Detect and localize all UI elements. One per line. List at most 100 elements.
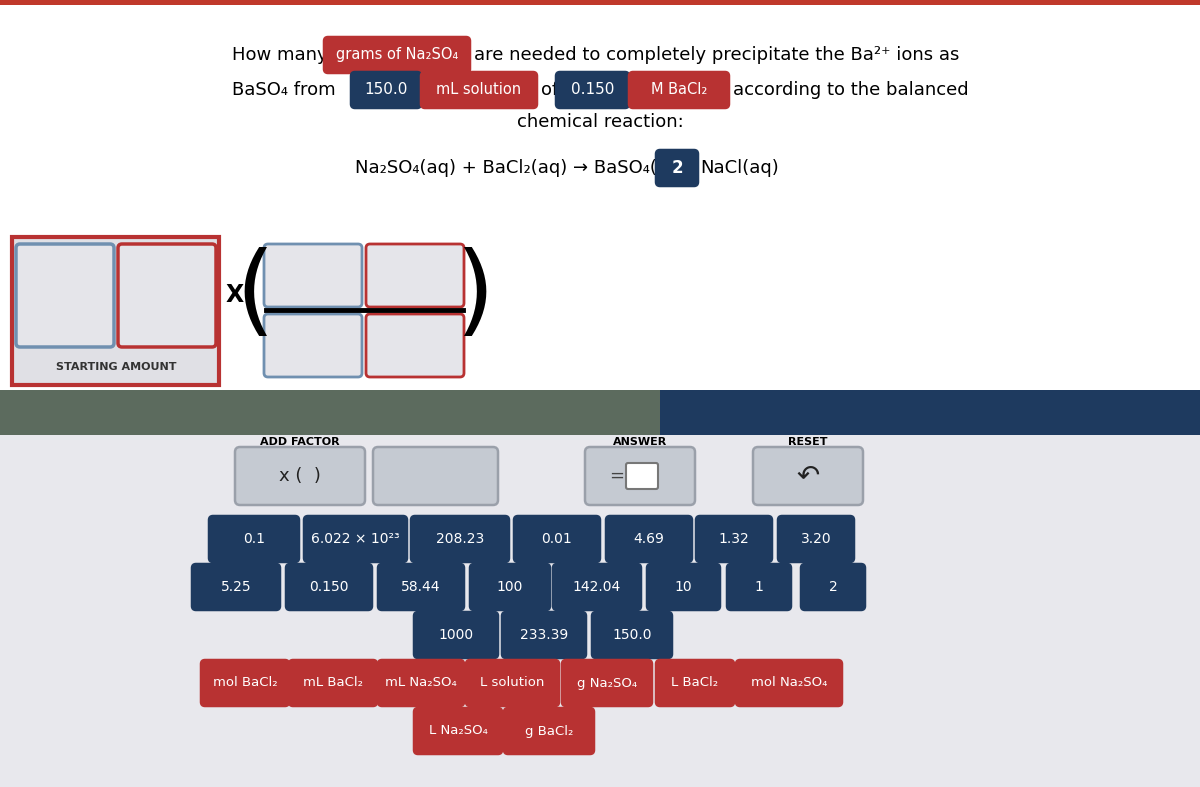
Text: L solution: L solution — [480, 677, 545, 689]
Text: 4.69: 4.69 — [634, 532, 665, 546]
Text: NaCl(aq): NaCl(aq) — [700, 159, 779, 177]
FancyBboxPatch shape — [286, 564, 372, 610]
Text: grams of Na₂SO₄: grams of Na₂SO₄ — [336, 47, 458, 62]
Text: mL Na₂SO₄: mL Na₂SO₄ — [385, 677, 457, 689]
Text: (: ( — [235, 246, 275, 343]
FancyBboxPatch shape — [192, 564, 280, 610]
FancyBboxPatch shape — [606, 516, 692, 562]
FancyBboxPatch shape — [118, 244, 216, 347]
Text: ): ) — [456, 246, 494, 343]
Text: 1000: 1000 — [438, 628, 474, 642]
Text: 150.0: 150.0 — [612, 628, 652, 642]
FancyBboxPatch shape — [414, 612, 498, 658]
FancyBboxPatch shape — [556, 72, 629, 108]
Text: ↶: ↶ — [797, 462, 820, 490]
FancyBboxPatch shape — [366, 244, 464, 307]
Text: ADD FACTOR: ADD FACTOR — [260, 437, 340, 447]
FancyBboxPatch shape — [696, 516, 772, 562]
FancyBboxPatch shape — [553, 564, 641, 610]
FancyBboxPatch shape — [629, 72, 730, 108]
Text: 0.150: 0.150 — [310, 580, 349, 594]
FancyBboxPatch shape — [0, 0, 1200, 5]
Text: 233.39: 233.39 — [520, 628, 568, 642]
FancyBboxPatch shape — [16, 244, 114, 347]
FancyBboxPatch shape — [421, 72, 538, 108]
Text: 0.1: 0.1 — [242, 532, 265, 546]
Text: 2: 2 — [671, 159, 683, 177]
Text: g BaCl₂: g BaCl₂ — [524, 725, 574, 737]
FancyBboxPatch shape — [626, 463, 658, 489]
Text: 2: 2 — [829, 580, 838, 594]
FancyBboxPatch shape — [656, 660, 734, 706]
Text: STARTING AMOUNT: STARTING AMOUNT — [55, 362, 176, 372]
FancyBboxPatch shape — [778, 516, 854, 562]
Text: x (  ): x ( ) — [280, 467, 320, 485]
Text: 6.022 × 10²³: 6.022 × 10²³ — [311, 532, 400, 546]
Text: mL BaCl₂: mL BaCl₂ — [302, 677, 364, 689]
FancyBboxPatch shape — [0, 390, 660, 435]
Text: 150.0: 150.0 — [365, 83, 408, 98]
FancyBboxPatch shape — [289, 660, 377, 706]
FancyBboxPatch shape — [660, 390, 1200, 435]
Text: 3.20: 3.20 — [800, 532, 832, 546]
Text: 1: 1 — [755, 580, 763, 594]
FancyBboxPatch shape — [727, 564, 791, 610]
Text: L Na₂SO₄: L Na₂SO₄ — [428, 725, 487, 737]
FancyBboxPatch shape — [366, 314, 464, 377]
Text: 5.25: 5.25 — [221, 580, 251, 594]
Text: chemical reaction:: chemical reaction: — [517, 113, 683, 131]
Text: 10: 10 — [674, 580, 692, 594]
FancyBboxPatch shape — [504, 708, 594, 754]
Text: g Na₂SO₄: g Na₂SO₄ — [577, 677, 637, 689]
FancyBboxPatch shape — [373, 447, 498, 505]
FancyBboxPatch shape — [754, 447, 863, 505]
FancyBboxPatch shape — [470, 564, 550, 610]
FancyBboxPatch shape — [304, 516, 407, 562]
Text: mol BaCl₂: mol BaCl₂ — [212, 677, 277, 689]
Text: are needed to completely precipitate the Ba²⁺ ions as: are needed to completely precipitate the… — [474, 46, 959, 64]
Text: of: of — [541, 81, 558, 99]
FancyBboxPatch shape — [586, 447, 695, 505]
Text: 0.150: 0.150 — [571, 83, 614, 98]
Text: BaSO₄ from: BaSO₄ from — [232, 81, 336, 99]
FancyBboxPatch shape — [12, 237, 220, 385]
FancyBboxPatch shape — [264, 244, 362, 307]
Text: Na₂SO₄(aq) + BaCl₂(aq) → BaSO₄(s) +: Na₂SO₄(aq) + BaCl₂(aq) → BaSO₄(s) + — [355, 159, 694, 177]
Text: mol Na₂SO₄: mol Na₂SO₄ — [751, 677, 827, 689]
FancyBboxPatch shape — [378, 564, 464, 610]
FancyBboxPatch shape — [0, 0, 1200, 390]
FancyBboxPatch shape — [802, 564, 865, 610]
Text: 100: 100 — [497, 580, 523, 594]
Text: X: X — [226, 283, 244, 307]
Text: 0.01: 0.01 — [541, 532, 572, 546]
Text: L BaCl₂: L BaCl₂ — [672, 677, 719, 689]
FancyBboxPatch shape — [562, 660, 652, 706]
Text: 58.44: 58.44 — [401, 580, 440, 594]
Text: according to the balanced: according to the balanced — [733, 81, 968, 99]
Text: =: = — [610, 467, 624, 485]
FancyBboxPatch shape — [647, 564, 720, 610]
Text: 208.23: 208.23 — [436, 532, 484, 546]
FancyBboxPatch shape — [592, 612, 672, 658]
Text: RESET: RESET — [788, 437, 828, 447]
FancyBboxPatch shape — [414, 708, 502, 754]
FancyBboxPatch shape — [466, 660, 559, 706]
FancyBboxPatch shape — [352, 72, 421, 108]
Text: 1.32: 1.32 — [719, 532, 749, 546]
Text: ANSWER: ANSWER — [613, 437, 667, 447]
FancyBboxPatch shape — [410, 516, 509, 562]
Text: M BaCl₂: M BaCl₂ — [650, 83, 707, 98]
FancyBboxPatch shape — [378, 660, 464, 706]
FancyBboxPatch shape — [324, 37, 470, 73]
FancyBboxPatch shape — [502, 612, 586, 658]
FancyBboxPatch shape — [656, 150, 698, 186]
Text: 142.04: 142.04 — [572, 580, 622, 594]
FancyBboxPatch shape — [264, 314, 362, 377]
Text: How many: How many — [232, 46, 328, 64]
FancyBboxPatch shape — [0, 435, 1200, 787]
Text: mL solution: mL solution — [437, 83, 522, 98]
FancyBboxPatch shape — [514, 516, 600, 562]
FancyBboxPatch shape — [209, 516, 299, 562]
FancyBboxPatch shape — [235, 447, 365, 505]
FancyBboxPatch shape — [202, 660, 289, 706]
